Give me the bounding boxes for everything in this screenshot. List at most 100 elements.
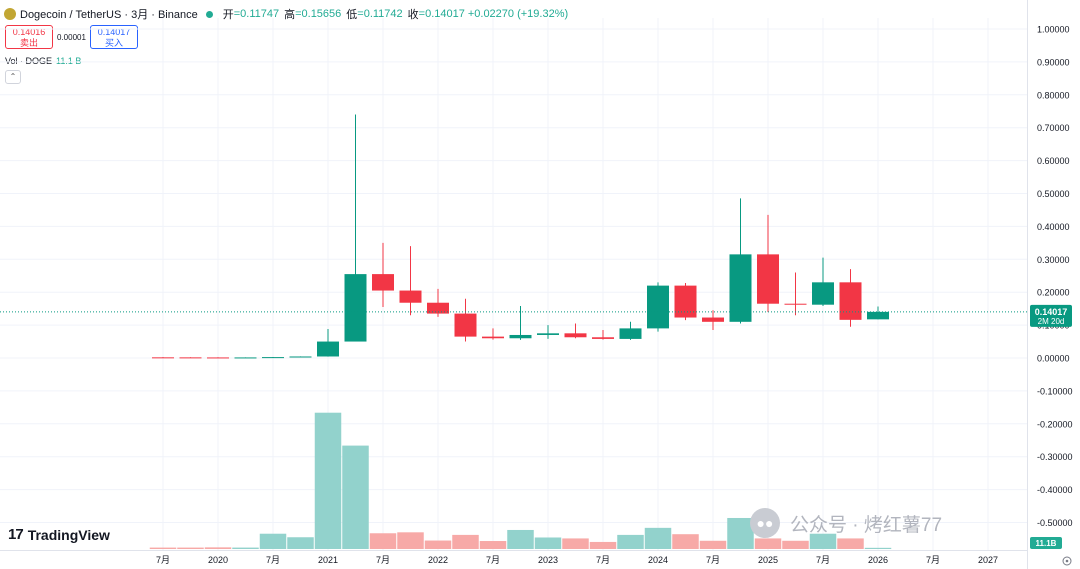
x-tick-label-9: 2024 — [648, 555, 668, 565]
buy-label: 买入 — [104, 38, 123, 48]
y-tick-label-15: -0.50000 — [1037, 518, 1073, 528]
settings-gear-center-icon — [1065, 559, 1069, 563]
y-tick-label-6: 0.40000 — [1037, 222, 1070, 232]
x-tick-label-6: 7月 — [486, 555, 500, 565]
candle-body-20 — [702, 317, 724, 322]
x-tick-label-14: 7月 — [926, 555, 940, 565]
y-tick-label-2: 0.80000 — [1037, 90, 1070, 100]
candle-body-14 — [537, 333, 559, 335]
x-tick-label-2: 7月 — [266, 555, 280, 565]
candle-body-12 — [482, 336, 504, 339]
volume-bar-13 — [507, 529, 534, 549]
volume-bar-10 — [424, 540, 452, 549]
low-value: =0.11742 — [357, 8, 403, 20]
volume-bar-3 — [232, 547, 259, 549]
open-value: =0.11747 — [233, 8, 280, 20]
close-value: =0.14017 — [418, 8, 465, 20]
wechat-icon: ●● — [750, 508, 780, 538]
candle-body-2 — [207, 357, 229, 359]
x-tick-label-11: 2025 — [758, 555, 778, 565]
candle-body-23 — [784, 303, 807, 305]
volume-label: Vol · DOGE — [5, 56, 53, 66]
x-tick-label-0: 7月 — [156, 555, 170, 565]
watermark-text: 公众号 · 烤红薯77 — [790, 514, 943, 536]
low-label: 低 — [346, 9, 358, 21]
candle-body-15 — [564, 333, 587, 338]
candle-body-11 — [454, 313, 477, 337]
y-tick-label-5: 0.50000 — [1037, 189, 1070, 199]
candle-body-24 — [812, 282, 834, 305]
volume-bar-6 — [314, 412, 342, 549]
close-label: 收 — [407, 9, 419, 21]
volume-bar-0 — [149, 547, 177, 549]
x-tick-label-7: 2023 — [538, 555, 558, 565]
spread-value: 0.00001 — [57, 33, 86, 42]
collapse-legend-button[interactable]: ⌃ — [5, 70, 21, 84]
volume-bar-22 — [754, 538, 782, 549]
watermark: ●● 公众号 · 烤红薯77 — [750, 508, 942, 538]
x-tick-label-12: 7月 — [816, 555, 830, 565]
high-value: =0.15656 — [295, 8, 342, 20]
x-tick-label-10: 7月 — [706, 555, 720, 565]
candle-body-17 — [619, 328, 642, 339]
x-tick-label-8: 7月 — [596, 555, 610, 565]
market-status-icon — [205, 10, 213, 18]
chart-header: Dogecoin / TetherUS · 3月 · Binance 开 =0.1… — [4, 6, 571, 22]
buy-button[interactable]: 0.14017 买入 — [90, 25, 138, 49]
change-value: +0.02270 (+19.32%) — [467, 8, 569, 20]
y-tick-label-12: -0.20000 — [1037, 419, 1073, 429]
volume-bar-2 — [204, 547, 232, 549]
candle-body-19 — [674, 285, 697, 318]
candle-body-16 — [592, 337, 614, 339]
y-tick-label-13: -0.30000 — [1037, 452, 1073, 462]
sell-label: 卖出 — [19, 38, 38, 48]
candle-body-0 — [152, 357, 174, 359]
y-tick-label-14: -0.40000 — [1037, 485, 1073, 495]
y-tick-label-4: 0.60000 — [1037, 156, 1070, 166]
x-tick-label-15: 2027 — [978, 555, 998, 565]
y-tick-label-8: 0.20000 — [1037, 288, 1070, 298]
x-tick-label-3: 2021 — [318, 555, 338, 565]
y-tick-label-3: 0.70000 — [1037, 123, 1070, 133]
volume-bar-15 — [562, 538, 589, 549]
volume-legend[interactable]: Vol · DOGE 11.1 B — [5, 56, 81, 66]
volume-bar-8 — [369, 533, 397, 549]
buy-price: 0.14017 — [97, 27, 131, 37]
candle-body-8 — [372, 274, 394, 291]
candle-body-22 — [757, 254, 779, 304]
sell-button[interactable]: 0.14016 卖出 — [5, 25, 53, 49]
y-tick-label-11: -0.10000 — [1037, 386, 1073, 396]
volume-bar-5 — [287, 537, 314, 549]
candle-body-13 — [509, 334, 532, 339]
x-tick-label-13: 2026 — [868, 555, 888, 565]
tradingview-branding: 17 TradingView — [8, 526, 110, 543]
candle-body-21 — [729, 254, 752, 322]
settings-gear-icon — [1062, 556, 1072, 566]
volume-bar-7 — [342, 445, 369, 549]
volume-bar-4 — [259, 533, 287, 549]
tradingview-name: TradingView — [27, 526, 110, 543]
x-tick-label-4: 7月 — [376, 555, 390, 565]
candle-body-26 — [867, 311, 889, 320]
x-tick-label-5: 2022 — [428, 555, 448, 565]
candle-body-18 — [647, 285, 669, 329]
volume-bar-25 — [837, 538, 864, 549]
volume-bar-12 — [479, 541, 507, 549]
open-label: 开 — [222, 9, 234, 21]
volume-bar-23 — [782, 540, 809, 549]
last-price-badge — [1030, 304, 1072, 327]
volume-bar-14 — [534, 537, 562, 549]
volume-bar-24 — [809, 533, 837, 549]
volume-badge-label: 11.1B — [1036, 539, 1057, 548]
symbol-title[interactable]: Dogecoin / TetherUS · 3月 · Binance — [20, 9, 198, 21]
volume-bar-17 — [617, 534, 644, 549]
sell-price: 0.14016 — [12, 27, 46, 37]
high-label: 高 — [284, 9, 296, 21]
candle-body-10 — [427, 302, 449, 314]
y-tick-label-0: 1.00000 — [1037, 25, 1070, 35]
y-tick-label-7: 0.30000 — [1037, 255, 1070, 265]
volume-bar-9 — [397, 532, 424, 549]
candle-body-1 — [179, 357, 202, 359]
y-tick-label-10: 0.00000 — [1037, 354, 1070, 364]
